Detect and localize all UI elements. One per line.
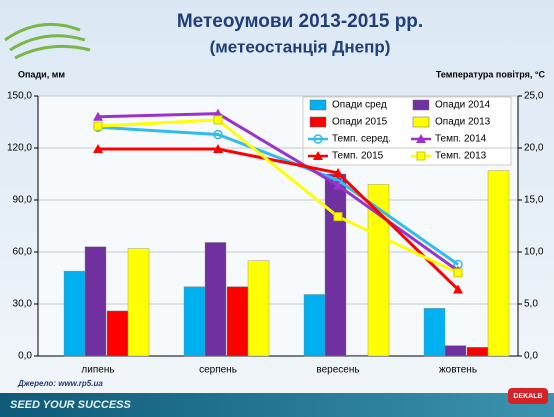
legend-label: Опади 2014 [435, 100, 491, 111]
footer-band [0, 393, 554, 417]
bar [204, 242, 227, 357]
bar [324, 173, 347, 357]
line-marker [93, 111, 103, 121]
legend-box [302, 96, 512, 166]
title: Метеоумови 2013-2015 рр. [177, 11, 423, 32]
series-line [97, 125, 459, 266]
x-tick-label: серпень [199, 365, 237, 376]
y2-tick-label: 15,0 [524, 195, 544, 206]
y-tick-label: 60,0 [13, 247, 33, 258]
series-line [98, 147, 460, 291]
legend-label: Опади 2015 [332, 117, 388, 128]
bar [247, 260, 270, 357]
bar [444, 345, 467, 357]
line-marker [93, 121, 103, 131]
bar [367, 184, 390, 357]
bar [303, 294, 326, 357]
line-marker [93, 144, 103, 154]
legend-marker [416, 151, 426, 161]
subtitle: (метеостанція Днепр) [210, 37, 391, 56]
bar [466, 347, 489, 357]
y2-tick-label: 5,0 [524, 299, 538, 310]
legend-swatch [309, 99, 327, 111]
legend-label: Темп. 2014 [435, 134, 487, 145]
y-tick-label: 120,0 [7, 143, 32, 154]
line-marker [333, 212, 343, 222]
legend-swatch [309, 116, 327, 128]
bar [226, 286, 249, 357]
legend-label: Темп. 2013 [435, 151, 487, 162]
y-axis-label: Опади, мм [18, 69, 65, 79]
x-tick-label: жовтень [439, 365, 477, 376]
logo [4, 22, 91, 60]
legend-swatch [412, 99, 430, 111]
legend-marker [313, 151, 323, 160]
series-line [97, 118, 459, 275]
y-tick-label: 90,0 [13, 195, 33, 206]
legend-swatch [412, 116, 430, 128]
brand: DEKALB [513, 393, 542, 400]
bar [183, 286, 206, 357]
bar [127, 248, 150, 357]
slogan: SEED YOUR SUCCESS [10, 399, 131, 411]
line-marker [213, 129, 223, 140]
x-tick-label: липень [81, 365, 114, 376]
line-marker [333, 167, 343, 177]
line-marker [213, 144, 223, 154]
y2-axis-label: Температура повітря, °С [436, 69, 546, 79]
legend-label: Темп. 2015 [332, 151, 384, 162]
legend-label: Опади сред [332, 100, 387, 111]
y2-tick-label: 0,0 [524, 351, 538, 362]
y-tick-label: 150,0 [7, 91, 32, 102]
y2-tick-label: 25,0 [524, 91, 544, 102]
bar [346, 354, 369, 357]
y2-tick-label: 10,0 [524, 247, 544, 258]
source: Джерело: www.rp5.ua [17, 379, 103, 388]
bar [423, 308, 446, 357]
line-marker [453, 268, 463, 278]
legend-marker [313, 134, 323, 144]
bar [106, 310, 129, 357]
y-tick-label: 30,0 [13, 299, 33, 310]
y2-tick-label: 20,0 [524, 143, 544, 154]
brand-logo [508, 388, 548, 404]
x-tick-label: вересень [316, 365, 359, 376]
series-line [97, 112, 459, 272]
legend-label: Темп. серед. [332, 134, 391, 145]
bar [63, 270, 86, 357]
bar [487, 170, 510, 357]
y-tick-label: 0,0 [18, 351, 32, 362]
line-marker [453, 284, 463, 294]
line-marker [333, 180, 343, 190]
legend-label: Опади 2013 [435, 117, 491, 128]
bar [84, 246, 107, 357]
line-marker [213, 115, 223, 125]
legend-marker [416, 134, 426, 143]
